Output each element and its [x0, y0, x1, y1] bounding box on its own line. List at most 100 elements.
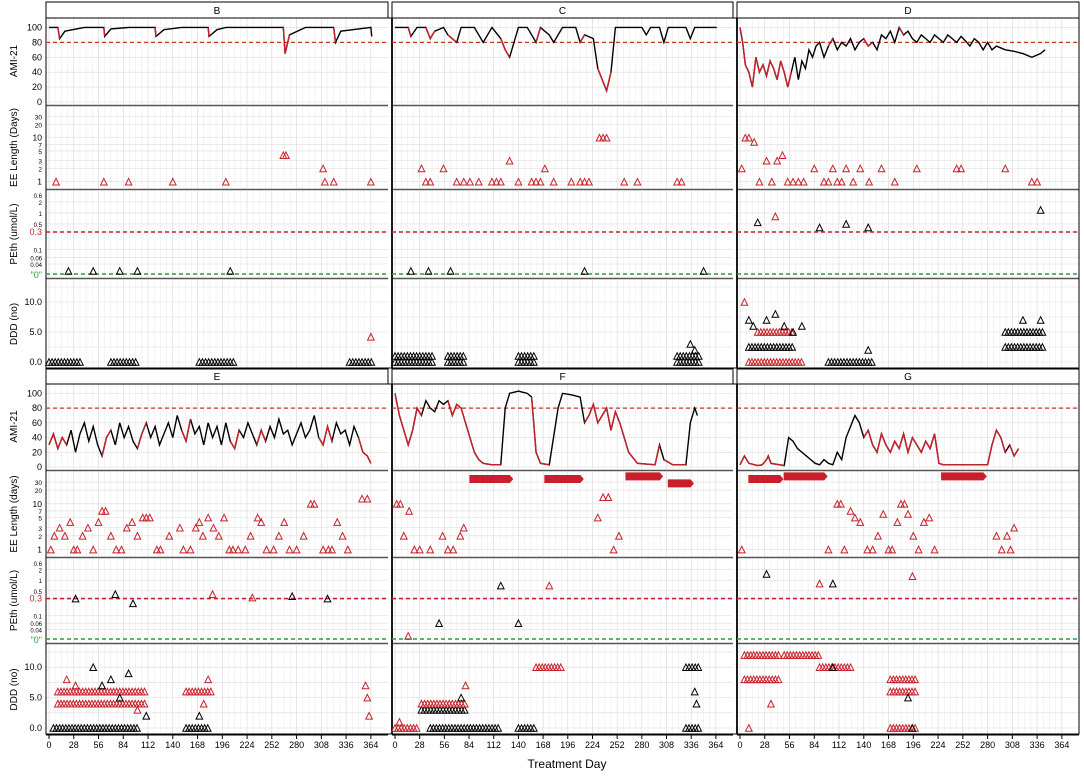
peth-marker — [699, 266, 708, 275]
ee-length-marker — [459, 523, 468, 532]
x-tick-label: 168 — [190, 740, 205, 750]
ami-tick-label: 80 — [32, 403, 42, 413]
peth-marker — [771, 212, 780, 221]
ee-length-marker — [1001, 164, 1010, 173]
ddd-marker — [846, 662, 855, 672]
ee-length-marker — [952, 164, 961, 173]
ami21-line-red — [207, 27, 210, 37]
ee-tick-label: 3 — [38, 159, 42, 166]
peth-marker — [1036, 205, 1045, 214]
x-tick-label: 336 — [339, 740, 354, 750]
ee-length-marker — [833, 177, 842, 186]
ddd-marker — [132, 723, 142, 732]
ami21-line-red — [447, 34, 458, 43]
ee-length-marker — [914, 545, 923, 554]
ee-length-marker — [893, 517, 902, 526]
ami-tick-label: 100 — [27, 388, 42, 398]
ee-length-marker — [930, 545, 939, 554]
ami21-line-red — [583, 402, 661, 466]
ee-length-marker — [327, 545, 337, 554]
peth-tick-label: 0.06 — [30, 257, 42, 263]
ee-length-marker — [864, 177, 874, 186]
peth-marker — [828, 579, 837, 588]
ee-length-marker — [873, 531, 883, 540]
peth-marker — [133, 266, 142, 275]
ee-length-marker — [124, 177, 133, 186]
ee-length-marker — [840, 545, 849, 554]
ddd-marker — [142, 711, 151, 720]
ee-length-marker — [877, 164, 886, 173]
x-tick-label: 28 — [760, 740, 770, 750]
ddd-marker — [1036, 315, 1045, 324]
ee-length-marker — [417, 164, 426, 173]
ee-length-marker — [122, 523, 131, 532]
axes-layer: B C D AMI-21 EE Length (Days) PEth (umol/L) DD… — [9, 6, 1079, 750]
ee-length-marker — [956, 164, 966, 173]
ddd-marker — [556, 662, 565, 672]
peth-tick-label: 1 — [39, 579, 43, 585]
ami21-line-red — [154, 27, 157, 37]
ddd-marker — [199, 699, 208, 708]
ee-length-marker — [841, 164, 851, 173]
x-tick-label: 112 — [832, 740, 846, 750]
grid-layer — [46, 18, 1079, 734]
ami21-line-red — [530, 396, 550, 466]
ee-length-marker — [191, 523, 200, 532]
ddd-marker — [788, 327, 798, 336]
ee-length-marker — [94, 517, 103, 526]
ee-length-marker — [614, 531, 624, 540]
ddd-marker — [908, 723, 917, 732]
ami21-line-red — [827, 38, 834, 47]
ddd-marker — [206, 687, 215, 696]
ee-length-marker — [195, 517, 204, 526]
ddd-marker — [460, 699, 469, 708]
ee-length-marker — [117, 545, 126, 554]
ee-length-marker — [887, 545, 897, 554]
peth-marker — [64, 266, 73, 275]
ee-length-marker — [299, 531, 308, 540]
ddd-marker — [864, 345, 873, 354]
ee-length-marker — [329, 177, 338, 186]
ee-length-marker — [912, 164, 921, 173]
ee-length-marker — [51, 177, 61, 186]
ee-length-marker — [66, 517, 75, 526]
ami21-line-red — [500, 38, 511, 58]
ami21-line-red — [282, 27, 291, 54]
ee-length-marker — [443, 545, 453, 554]
ee-length-marker — [456, 531, 465, 540]
ddd-marker — [797, 357, 806, 366]
block-frame — [45, 383, 1080, 735]
x-tick-label: 56 — [94, 740, 104, 750]
ee-length-marker — [133, 531, 142, 540]
ee-length-marker — [165, 531, 174, 540]
ee-length-marker — [50, 531, 59, 540]
peth-tick-label: 2 — [39, 569, 43, 575]
x-tick-label: 84 — [464, 740, 474, 750]
x-tick-label: 308 — [1005, 740, 1020, 750]
ee-length-marker — [228, 545, 238, 554]
ami21-line-red — [48, 431, 68, 451]
peth-marker — [71, 594, 80, 603]
ee-length-marker — [156, 545, 165, 554]
x-tick-label: 308 — [659, 740, 674, 750]
ee-length-marker — [536, 177, 545, 186]
ami-tick-label: 60 — [32, 52, 42, 62]
ee-length-marker — [909, 531, 918, 540]
ee-tick-label: 1 — [37, 177, 42, 187]
ee-length-marker — [925, 513, 934, 522]
ee-length-marker — [214, 531, 223, 540]
ddd-marker — [412, 723, 421, 732]
peth-marker — [111, 589, 120, 598]
ddd-marker — [459, 351, 468, 360]
ee-length-marker — [1032, 177, 1042, 186]
ee-length-marker — [609, 545, 618, 554]
y-axis-title: AMI-21 — [9, 44, 20, 77]
ee-length-marker — [788, 177, 798, 186]
ddd-marker — [427, 351, 437, 360]
ee-length-marker — [620, 177, 629, 186]
ee-tick-label: 30 — [35, 480, 43, 487]
ee-tick-label: 20 — [35, 488, 43, 495]
ee-length-marker — [112, 545, 121, 554]
x-tick-label: 84 — [118, 740, 128, 750]
ee-episode-bar — [469, 474, 514, 483]
